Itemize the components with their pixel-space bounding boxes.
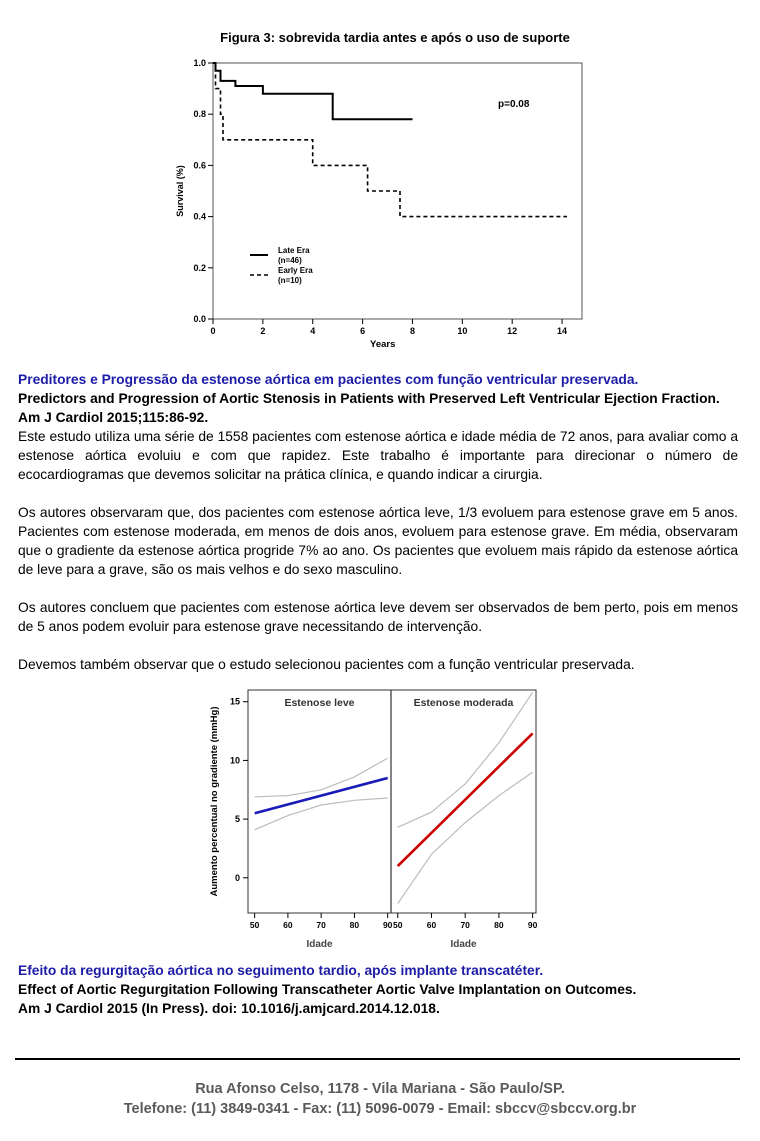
article-1-paragraph: Este estudo utiliza uma série de 1558 pa… (18, 429, 738, 482)
x-axis-label: Idade (450, 939, 477, 950)
x-tick-label: 90 (528, 920, 538, 930)
y-axis-label: Aumento percentual no gradiente (mmHg) (209, 706, 220, 896)
y-tick-label: 1.0 (193, 58, 206, 68)
x-tick-label: 80 (494, 920, 504, 930)
article-1-paragraph: Os autores observaram que, dos pacientes… (18, 505, 738, 577)
x-tick-label: 70 (460, 920, 470, 930)
x-tick-label: 50 (250, 920, 260, 930)
x-tick-label: 60 (283, 920, 293, 930)
x-tick-label: 4 (310, 326, 315, 336)
trend-line (254, 776, 389, 815)
article-1-paragraph: Os autores concluem que pacientes com es… (18, 600, 738, 634)
confidence-lower (254, 797, 388, 831)
footer-address: Rua Afonso Celso, 1178 - Vila Mariana - … (195, 1081, 565, 1097)
x-tick-label: 90 (383, 920, 393, 930)
article-1-citation: Am J Cardiol 2015;115:86-92. (18, 410, 209, 425)
footer-contact: Telefone: (11) 3849-0341 - Fax: (11) 509… (123, 1101, 637, 1117)
confidence-upper (397, 691, 534, 828)
x-tick-label: 60 (427, 920, 437, 930)
x-tick-label: 8 (410, 326, 415, 336)
plot-frame (247, 689, 537, 914)
legend-sublabel: (n=10) (278, 276, 302, 285)
x-tick-label: 14 (557, 326, 567, 336)
series-early-era (213, 62, 567, 218)
article-1-paragraph: Devemos também observar que o estudo sel… (18, 657, 635, 672)
p-value-annotation: p=0.08 (498, 99, 530, 110)
legend-label: Late Era (278, 246, 310, 255)
x-tick-label: 50 (393, 920, 403, 930)
y-tick-label: 0.0 (193, 314, 206, 324)
confidence-upper (254, 757, 388, 798)
x-tick-label: 0 (210, 326, 215, 336)
article-2-citation: Am J Cardiol 2015 (In Press). doi: 10.10… (18, 1001, 440, 1016)
y-tick-label: 0 (235, 873, 240, 883)
survival-chart: 0 2 4 6 8 10 12 14 0.0 0.2 0.4 0.6 0.8 1.0 Years Surviv… (175, 58, 583, 350)
confidence-lower (397, 771, 533, 904)
y-axis-label: Survival (%) (175, 165, 185, 217)
x-axis-label: Idade (306, 939, 333, 950)
article-1-title-en: Predictors and Progression of Aortic Ste… (18, 391, 720, 406)
x-tick-label: 10 (457, 326, 467, 336)
plot-frame (212, 62, 583, 320)
article-2-title-pt: Efeito da regurgitação aórtica no seguim… (18, 963, 544, 978)
y-tick-label: 0.6 (193, 160, 206, 170)
figure-3-title: Figura 3: sobrevida tardia antes e após … (220, 30, 570, 45)
y-tick-label: 0.8 (193, 109, 206, 119)
series-late-era (213, 62, 413, 121)
x-tick-label: 80 (350, 920, 360, 930)
y-tick-label: 0.2 (193, 263, 206, 273)
article-1-title-pt: Preditores e Progressão da estenose aórt… (18, 372, 639, 387)
trend-line (396, 732, 534, 868)
y-tick-label: 10 (230, 755, 240, 765)
y-tick-label: 5 (235, 814, 240, 824)
article-2: Efeito da regurgitação aórtica no seguim… (18, 961, 738, 1018)
legend-sublabel: (n=46) (278, 256, 302, 265)
article-1: Preditores e Progressão da estenose aórt… (18, 370, 738, 674)
x-tick-label: 2 (260, 326, 265, 336)
y-tick-label: 0.4 (193, 212, 206, 222)
panel-title: Estenose leve (284, 697, 354, 709)
footer-divider (15, 1058, 740, 1060)
panel-title: Estenose moderada (414, 697, 514, 709)
x-tick-label: 12 (507, 326, 517, 336)
x-tick-label: 70 (316, 920, 326, 930)
y-tick-label: 15 (230, 697, 240, 707)
article-2-title-en: Effect of Aortic Regurgitation Following… (18, 982, 637, 997)
x-tick-label: 6 (360, 326, 365, 336)
gradient-chart: 0 5 10 15 Aumento percentual no gradiente (m… (209, 689, 538, 950)
legend-label: Early Era (278, 266, 313, 275)
x-axis-label: Years (370, 339, 395, 350)
